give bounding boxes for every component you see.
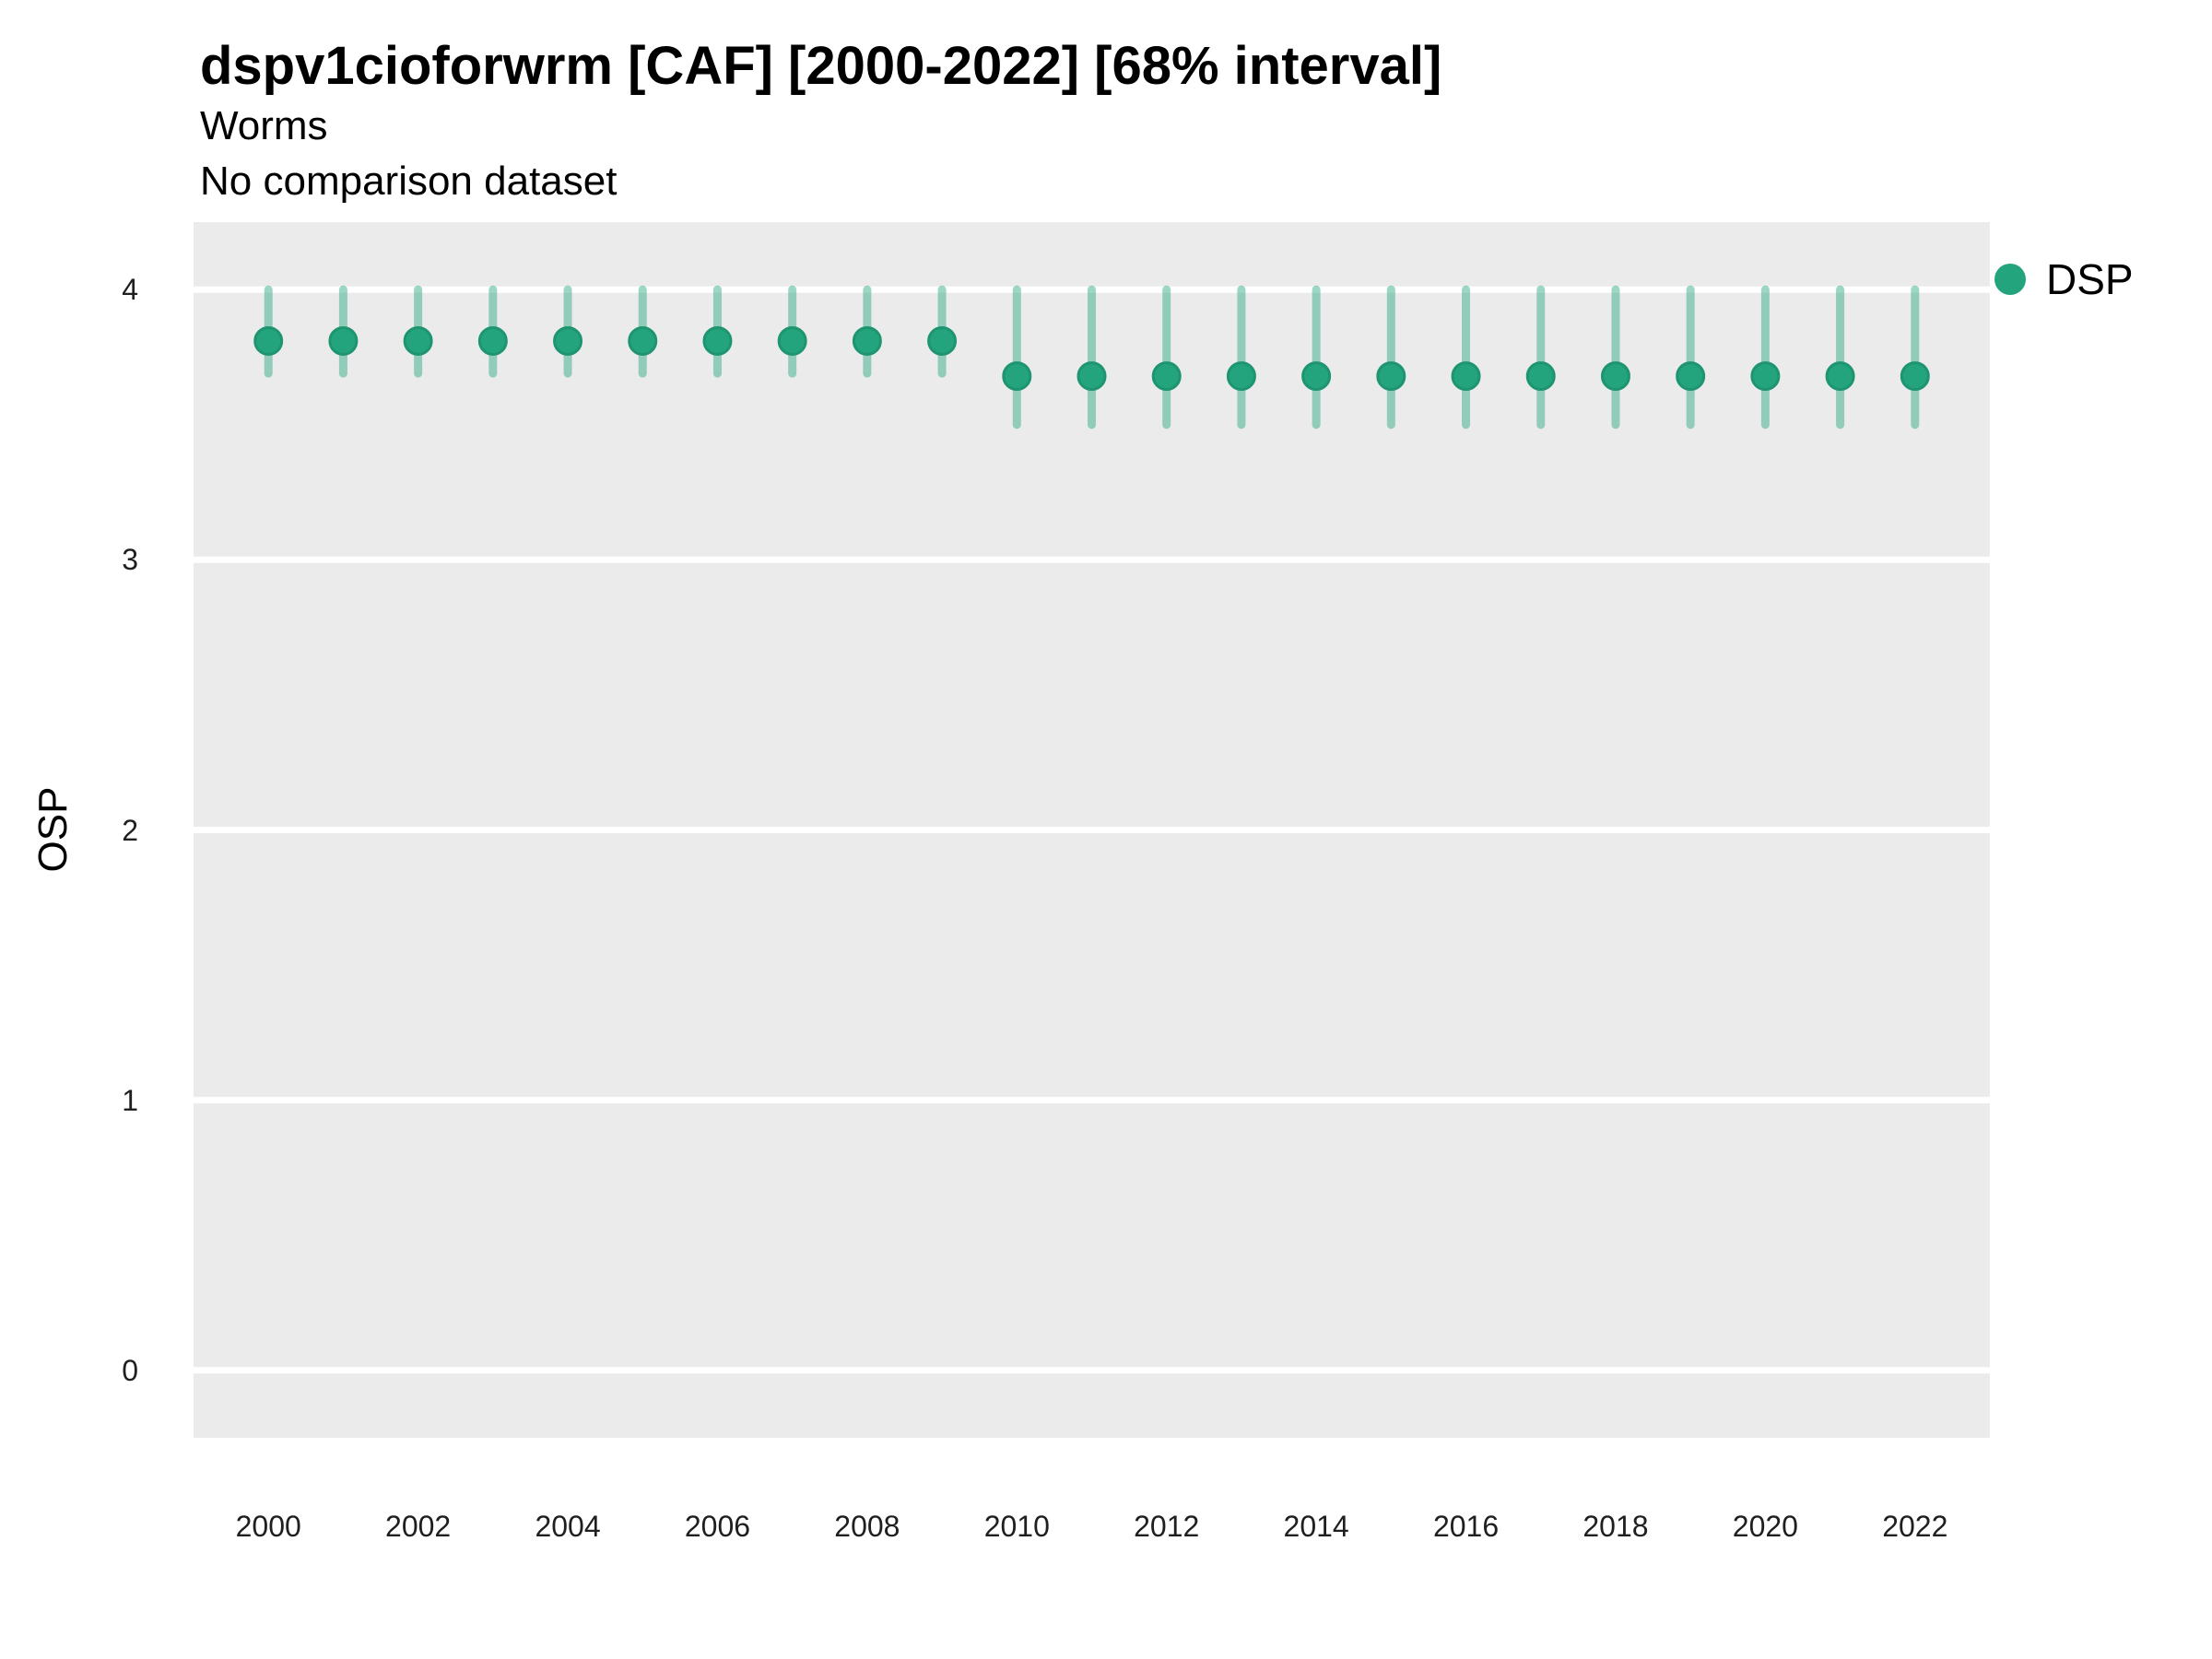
x-tick-label-2004: 2004 xyxy=(535,1510,601,1543)
x-tick-label-2018: 2018 xyxy=(1583,1510,1649,1543)
x-tick-label-2014: 2014 xyxy=(1283,1510,1349,1543)
chart-comparison-note: No comparison dataset xyxy=(200,159,618,204)
x-tick-label-2008: 2008 xyxy=(834,1510,900,1543)
y-tick-label-4: 4 xyxy=(122,273,138,307)
x-tick-label-2006: 2006 xyxy=(684,1510,751,1543)
data-point-2017 xyxy=(1525,361,1556,392)
x-tick-label-2010: 2010 xyxy=(983,1510,1050,1543)
x-tick-label-2002: 2002 xyxy=(385,1510,452,1543)
legend-point-icon xyxy=(1994,264,2026,295)
data-point-2013 xyxy=(1226,361,1256,392)
data-point-2019 xyxy=(1676,361,1706,392)
chart-subtitle: Worms xyxy=(200,103,328,148)
data-point-2003 xyxy=(477,325,508,356)
data-point-2016 xyxy=(1451,361,1481,392)
legend: DSP xyxy=(1994,254,2134,304)
data-point-2018 xyxy=(1600,361,1630,392)
x-tick-label-2016: 2016 xyxy=(1432,1510,1500,1543)
data-point-2012 xyxy=(1151,361,1182,392)
data-point-2000 xyxy=(253,325,284,356)
y-tick-label-3: 3 xyxy=(122,543,138,577)
chart-title: dspv1cioforwrm [CAF] [2000-2022] [68% in… xyxy=(200,36,1442,96)
data-point-2007 xyxy=(777,325,807,356)
data-point-2022 xyxy=(1900,361,1930,392)
data-point-2020 xyxy=(1750,361,1781,392)
data-point-2006 xyxy=(702,325,733,356)
data-point-2010 xyxy=(1002,361,1032,392)
x-tick-label-2000: 2000 xyxy=(235,1510,301,1543)
y-tick-label-1: 1 xyxy=(122,1083,138,1117)
y-tick-label-0: 0 xyxy=(122,1353,138,1387)
x-tick-label-2022: 2022 xyxy=(1882,1510,1948,1543)
plot-area xyxy=(194,222,1990,1438)
data-point-2001 xyxy=(328,325,359,356)
data-point-2014 xyxy=(1301,361,1332,392)
data-point-2004 xyxy=(553,325,583,356)
data-point-2011 xyxy=(1077,361,1107,392)
y-tick-label-2: 2 xyxy=(122,813,138,847)
data-point-2009 xyxy=(927,325,958,356)
data-point-2008 xyxy=(852,325,882,356)
x-tick-label-2012: 2012 xyxy=(1134,1510,1200,1543)
data-point-2021 xyxy=(1825,361,1855,392)
data-point-2005 xyxy=(628,325,658,356)
data-point-2015 xyxy=(1376,361,1406,392)
data-point-2002 xyxy=(403,325,433,356)
legend-label-dsp: DSP xyxy=(2046,255,2134,303)
x-tick-label-2020: 2020 xyxy=(1732,1510,1798,1543)
